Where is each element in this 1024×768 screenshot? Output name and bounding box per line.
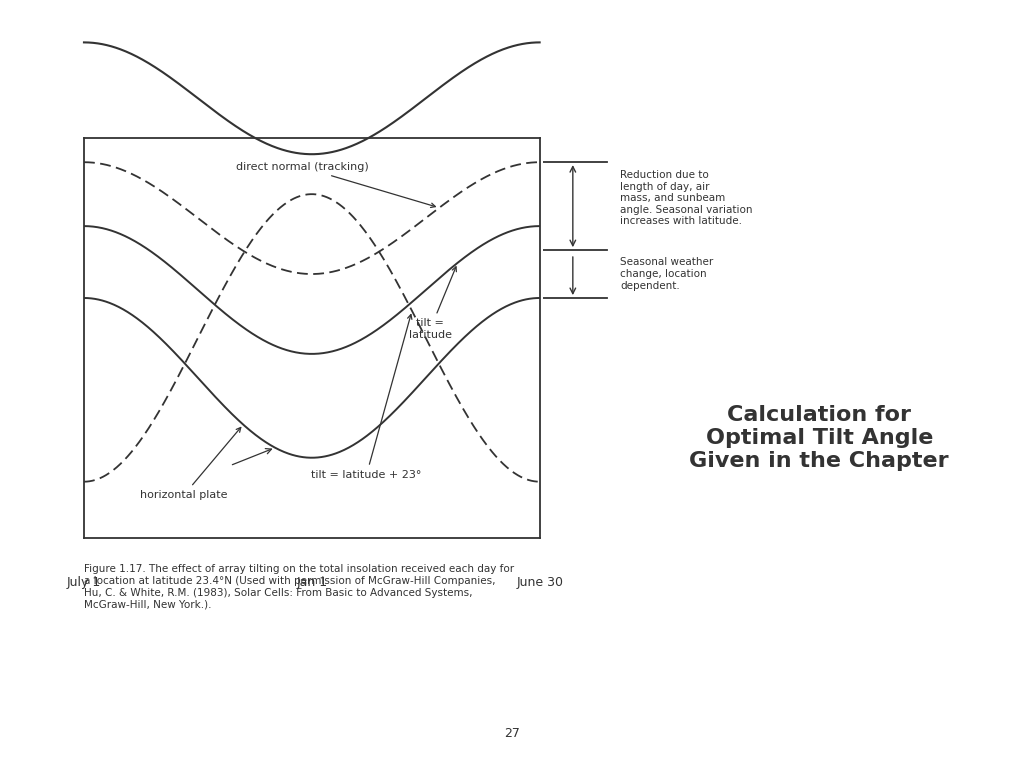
- Text: June 30: June 30: [516, 575, 563, 588]
- Text: tilt = latitude + 23°: tilt = latitude + 23°: [311, 315, 422, 480]
- Text: Calculation for
Optimal Tilt Angle
Given in the Chapter: Calculation for Optimal Tilt Angle Given…: [689, 405, 949, 471]
- Text: tilt =
latitude: tilt = latitude: [409, 266, 457, 340]
- Text: 27: 27: [504, 727, 520, 740]
- Text: July 1: July 1: [67, 575, 101, 588]
- Text: direct normal (tracking): direct normal (tracking): [237, 162, 435, 207]
- Text: Figure 1.17. The effect of array tilting on the total insolation received each d: Figure 1.17. The effect of array tilting…: [84, 564, 514, 609]
- Text: horizontal plate: horizontal plate: [140, 428, 241, 500]
- Text: Jan 1: Jan 1: [296, 575, 328, 588]
- Text: Reduction due to
length of day, air
mass, and sunbeam
angle. Seasonal variation
: Reduction due to length of day, air mass…: [621, 170, 753, 227]
- Text: Seasonal weather
change, location
dependent.: Seasonal weather change, location depend…: [621, 257, 714, 290]
